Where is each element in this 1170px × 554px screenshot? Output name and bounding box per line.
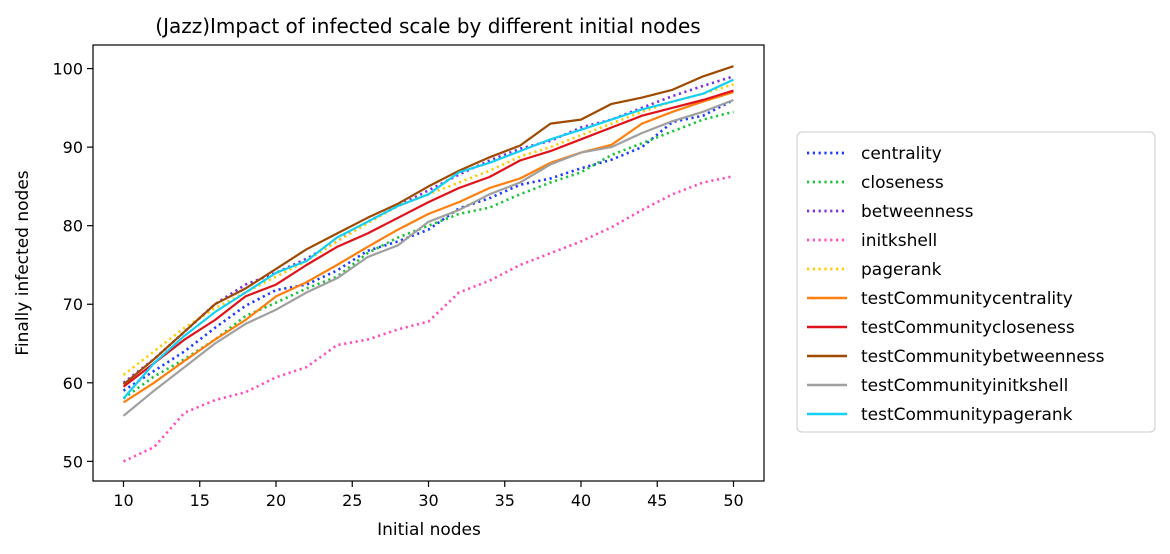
y-axis-label: Finally infected nodes — [13, 170, 33, 355]
legend-label: testCommunitycentrality — [861, 289, 1073, 309]
series-line-testCommunitybetweenness — [122, 65, 734, 386]
legend-label: initkshell — [861, 231, 937, 251]
legend-label: closeness — [861, 173, 944, 193]
series-line-testCommunityinitkshell — [122, 98, 734, 417]
x-tick-label: 45 — [647, 491, 667, 510]
x-tick-label: 50 — [723, 491, 743, 510]
x-tick-label: 40 — [571, 491, 591, 510]
chart-title: (Jazz)Impact of infected scale by differ… — [155, 14, 700, 38]
y-tick-label: 80 — [63, 217, 83, 236]
y-tick-label: 60 — [63, 374, 83, 393]
legend-label: centrality — [861, 144, 942, 164]
y-tick-label: 90 — [63, 138, 83, 157]
legend: centrality closeness betweenness initkshell… — [796, 131, 1156, 433]
legend-label: testCommunitybetweenness — [861, 347, 1105, 367]
x-tick-label: 25 — [342, 491, 362, 510]
series-line-testCommunitycentrality — [122, 91, 734, 404]
x-axis-label: Initial nodes — [377, 520, 481, 540]
series-line-testCommunitycloseness — [122, 89, 734, 388]
x-tick-label: 30 — [418, 491, 438, 510]
x-axis: 10 15 20 25 30 35 40 45 50 — [113, 481, 744, 510]
x-tick-label: 15 — [190, 491, 210, 510]
series-line-testCommunitypagerank — [122, 78, 734, 400]
y-tick-label: 100 — [52, 60, 83, 79]
legend-label: testCommunityinitkshell — [861, 376, 1068, 396]
y-tick-label: 70 — [63, 295, 83, 314]
legend-label: testCommunitypagerank — [861, 405, 1073, 425]
legend-label: pagerank — [861, 260, 942, 280]
legend-label: betweenness — [861, 202, 974, 222]
plot-area — [122, 65, 735, 463]
y-axis: 50 60 70 80 90 100 — [52, 60, 93, 471]
series-line-centrality — [122, 98, 735, 392]
series-line-initkshell — [122, 174, 734, 463]
legend-box — [796, 131, 1156, 433]
y-tick-label: 50 — [63, 452, 83, 471]
x-tick-label: 10 — [113, 491, 133, 510]
series-line-closeness — [122, 110, 734, 400]
legend-label: testCommunitycloseness — [861, 318, 1075, 338]
x-tick-label: 20 — [266, 491, 286, 510]
x-tick-label: 35 — [495, 491, 515, 510]
